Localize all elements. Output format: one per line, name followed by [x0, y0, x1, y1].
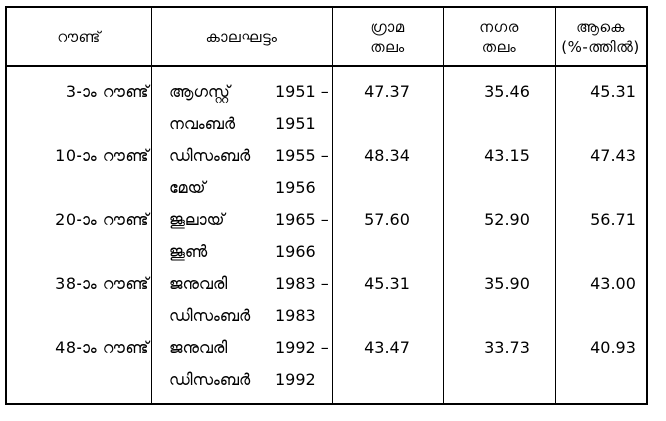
- year-end-cell: 1992: [275, 370, 316, 389]
- period-end-cell: ജൂൺ: [169, 242, 208, 261]
- header-urban-line1: നഗര: [479, 17, 519, 36]
- round-cell: 48-ാം റൗണ്ട്: [55, 338, 149, 357]
- total-value-cell: 56.71: [590, 210, 636, 229]
- year-start-cell: 1992 –: [275, 338, 329, 357]
- table-row: 3-ാം റൗണ്ട് ആഗസ്റ്റ് 1951 – നവംബർ 1951 4…: [7, 72, 646, 136]
- period-end-cell: നവംബർ: [169, 114, 236, 133]
- period-start-cell: ജനുവരി: [169, 338, 228, 357]
- header-rural: ഗ്രാമ തലം: [332, 8, 443, 65]
- urban-value-cell: 52.90: [484, 210, 530, 229]
- rural-value-cell: 57.60: [364, 210, 410, 229]
- period-start-cell: ജനുവരി: [169, 274, 228, 293]
- header-total-line1: ആകെ: [576, 17, 625, 36]
- column-divider: [555, 8, 556, 403]
- header-period-label: കാലഘട്ടം: [205, 27, 278, 46]
- total-value-cell: 45.31: [590, 82, 636, 101]
- period-start-cell: ജൂലായ്: [169, 210, 225, 229]
- total-value-cell: 40.93: [590, 338, 636, 357]
- header-divider: [7, 65, 646, 67]
- header-period: കാലഘട്ടം: [151, 8, 332, 65]
- round-cell: 20-ാം റൗണ്ട്: [55, 210, 149, 229]
- header-rural-line1: ഗ്രാമ: [370, 17, 405, 36]
- header-urban-line2: തലം: [481, 37, 517, 56]
- period-start-cell: ആഗസ്റ്റ്: [169, 82, 230, 101]
- table-row: 38-ാം റൗണ്ട് ജനുവരി 1983 – ഡിസംബർ 1983 4…: [7, 264, 646, 328]
- column-divider: [443, 8, 444, 403]
- period-start-cell: ഡിസംബർ: [169, 146, 251, 165]
- table-row: 10-ാം റൗണ്ട് ഡിസംബർ 1955 – മേയ് 1956 48.…: [7, 136, 646, 200]
- header-urban: നഗര തലം: [443, 8, 555, 65]
- urban-value-cell: 35.90: [484, 274, 530, 293]
- period-end-cell: ഡിസംബർ: [169, 306, 251, 325]
- table-row: 20-ാം റൗണ്ട് ജൂലായ് 1965 – ജൂൺ 1966 57.6…: [7, 200, 646, 264]
- data-table: റൗണ്ട് കാലഘട്ടം ഗ്രാമ തലം നഗര തലം ആകെ (%…: [5, 6, 648, 405]
- urban-value-cell: 33.73: [484, 338, 530, 357]
- rural-value-cell: 47.37: [364, 82, 410, 101]
- year-start-cell: 1965 –: [275, 210, 329, 229]
- year-end-cell: 1966: [275, 242, 316, 261]
- header-round: റൗണ്ട്: [7, 8, 151, 65]
- column-divider: [151, 8, 152, 403]
- period-end-cell: മേയ്: [169, 178, 206, 197]
- rural-value-cell: 48.34: [364, 146, 410, 165]
- total-value-cell: 47.43: [590, 146, 636, 165]
- table-row: 48-ാം റൗണ്ട് ജനുവരി 1992 – ഡിസംബർ 1992 4…: [7, 328, 646, 392]
- header-total-line2: (%-ത്തിൽ): [561, 37, 640, 56]
- round-cell: 38-ാം റൗണ്ട്: [55, 274, 149, 293]
- year-end-cell: 1983: [275, 306, 316, 325]
- round-cell: 10-ാം റൗണ്ട്: [55, 146, 149, 165]
- urban-value-cell: 43.15: [484, 146, 530, 165]
- year-start-cell: 1955 –: [275, 146, 329, 165]
- year-start-cell: 1951 –: [275, 82, 329, 101]
- year-end-cell: 1951: [275, 114, 316, 133]
- total-value-cell: 43.00: [590, 274, 636, 293]
- year-start-cell: 1983 –: [275, 274, 329, 293]
- header-total: ആകെ (%-ത്തിൽ): [555, 8, 646, 65]
- rural-value-cell: 45.31: [364, 274, 410, 293]
- header-rural-line2: തലം: [370, 37, 405, 56]
- round-cell: 3-ാം റൗണ്ട്: [65, 82, 149, 101]
- urban-value-cell: 35.46: [484, 82, 530, 101]
- column-divider: [332, 8, 333, 403]
- rural-value-cell: 43.47: [364, 338, 410, 357]
- year-end-cell: 1956: [275, 178, 316, 197]
- period-end-cell: ഡിസംബർ: [169, 370, 251, 389]
- header-round-label: റൗണ്ട്: [57, 27, 101, 46]
